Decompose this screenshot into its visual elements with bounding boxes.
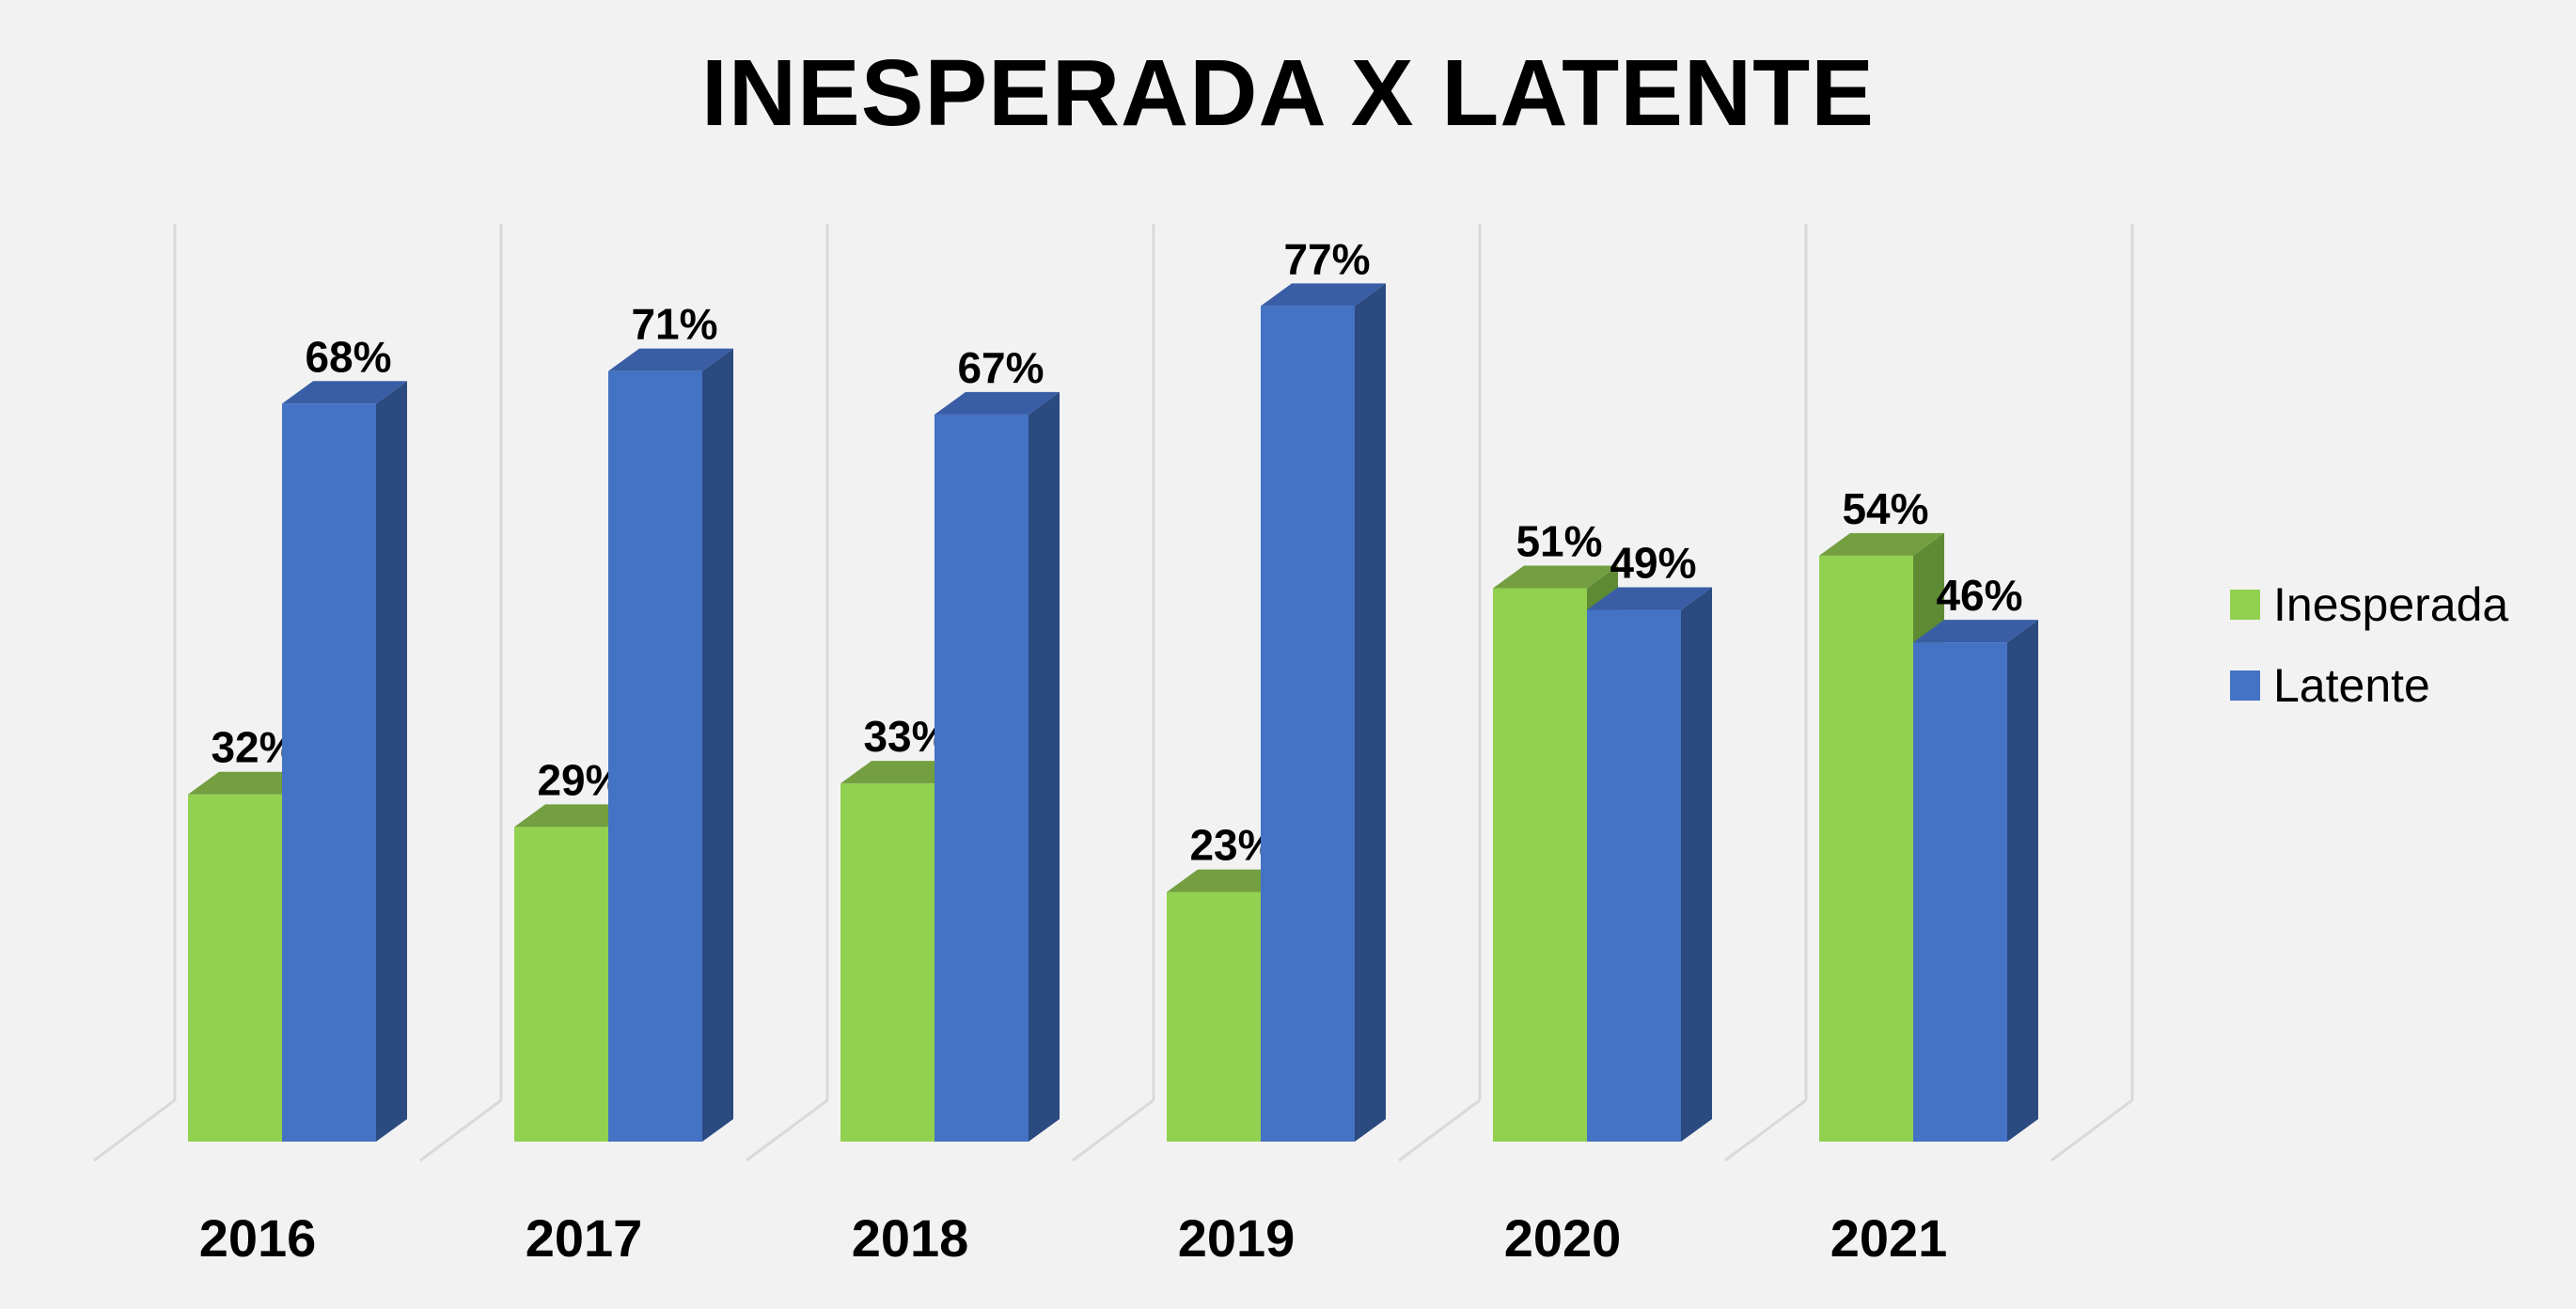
- bar-side-latente-2017: [702, 348, 733, 1142]
- bar-side-latente-2021: [2007, 620, 2038, 1142]
- data-label-latente-2021: 46%: [1936, 571, 2022, 620]
- bar-side-latente-2019: [1355, 283, 1386, 1142]
- bar-inesperada-2018: [840, 783, 935, 1142]
- legend-item-latente: Latente: [2230, 645, 2508, 726]
- x-tick-label-2021: 2021: [1830, 1208, 1948, 1268]
- bar-latente-2018: [935, 414, 1029, 1142]
- floor-line: [93, 1098, 176, 1162]
- floor-line: [1724, 1098, 1807, 1162]
- bar-top-inesperada-2017: [514, 804, 639, 828]
- bar-top-inesperada-2020: [1493, 565, 1618, 589]
- legend-label-latente: Latente: [2273, 659, 2430, 712]
- data-label-latente-2017: 71%: [631, 300, 717, 349]
- floor-line: [1072, 1098, 1154, 1162]
- bar-side-latente-2020: [1681, 587, 1712, 1142]
- floor-line: [1398, 1098, 1481, 1162]
- bar-latente-2017: [608, 371, 702, 1142]
- bar-inesperada-2021: [1819, 555, 1913, 1142]
- floor-line: [746, 1098, 828, 1162]
- data-label-latente-2018: 67%: [957, 343, 1044, 392]
- bar-top-latente-2020: [1587, 587, 1712, 610]
- legend-swatch-latente: [2230, 670, 2260, 701]
- data-label-latente-2016: 68%: [305, 332, 391, 381]
- bar-latente-2016: [282, 403, 376, 1142]
- bar-top-inesperada-2019: [1167, 869, 1292, 892]
- bar-top-latente-2016: [282, 381, 407, 404]
- bar-inesperada-2016: [188, 794, 282, 1142]
- bar-top-inesperada-2021: [1819, 532, 1944, 556]
- bar-side-latente-2016: [376, 381, 407, 1142]
- bar-latente-2019: [1261, 306, 1355, 1142]
- data-label-inesperada-2021: 54%: [1842, 484, 1928, 533]
- x-tick-label-2020: 2020: [1504, 1208, 1622, 1268]
- bar-top-inesperada-2018: [840, 761, 966, 784]
- legend-label-inesperada: Inesperada: [2273, 578, 2509, 631]
- bar-inesperada-2020: [1493, 588, 1587, 1142]
- bar-latente-2021: [1913, 642, 2007, 1142]
- bar-top-latente-2017: [608, 348, 733, 371]
- floor-line: [2050, 1098, 2133, 1162]
- bar-inesperada-2019: [1167, 891, 1261, 1142]
- bar-top-inesperada-2016: [188, 771, 313, 795]
- data-label-latente-2019: 77%: [1283, 234, 1370, 283]
- x-tick-label-2016: 2016: [199, 1208, 317, 1268]
- bar-latente-2020: [1587, 609, 1681, 1142]
- legend-item-inesperada: Inesperada: [2230, 564, 2508, 645]
- bar-top-latente-2018: [935, 391, 1060, 415]
- bar-inesperada-2017: [514, 827, 608, 1142]
- chart-title: INESPERADA X LATENTE: [701, 40, 1875, 146]
- floor-line: [419, 1098, 502, 1162]
- bar-top-latente-2019: [1261, 283, 1386, 307]
- data-label-latente-2020: 49%: [1610, 539, 1696, 588]
- legend-swatch-inesperada: [2230, 590, 2260, 620]
- bar-side-latente-2018: [1029, 391, 1060, 1142]
- x-tick-label-2019: 2019: [1178, 1208, 1296, 1268]
- data-label-inesperada-2020: 51%: [1516, 516, 1602, 565]
- legend: Inesperada Latente: [2230, 564, 2508, 726]
- x-tick-label-2017: 2017: [526, 1208, 643, 1268]
- x-tick-label-2018: 2018: [852, 1208, 969, 1268]
- bar-top-latente-2021: [1913, 620, 2038, 643]
